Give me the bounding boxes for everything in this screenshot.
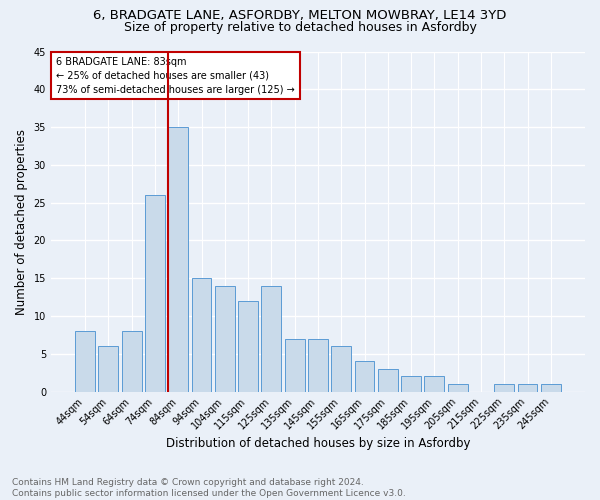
Bar (145, 195, 165, 392)
X-axis label: Distribution of detached houses by size in Asfordby: Distribution of detached houses by size … (166, 437, 470, 450)
Bar (98, 346, 118, 392)
Text: Size of property relative to detached houses in Asfordby: Size of property relative to detached ho… (124, 21, 476, 34)
Bar (541, 384, 561, 392)
Bar (169, 127, 188, 392)
Bar (355, 362, 374, 392)
Bar (424, 376, 444, 392)
Bar (448, 384, 467, 392)
Bar (494, 384, 514, 392)
Bar (308, 338, 328, 392)
Bar (331, 346, 351, 392)
Bar (378, 369, 398, 392)
Bar (215, 286, 235, 392)
Bar (401, 376, 421, 392)
Text: Contains HM Land Registry data © Crown copyright and database right 2024.
Contai: Contains HM Land Registry data © Crown c… (12, 478, 406, 498)
Text: 6 BRADGATE LANE: 83sqm
← 25% of detached houses are smaller (43)
73% of semi-det: 6 BRADGATE LANE: 83sqm ← 25% of detached… (56, 56, 295, 94)
Bar (238, 301, 258, 392)
Bar (191, 278, 211, 392)
Text: 6, BRADGATE LANE, ASFORDBY, MELTON MOWBRAY, LE14 3YD: 6, BRADGATE LANE, ASFORDBY, MELTON MOWBR… (94, 9, 506, 22)
Bar (285, 338, 305, 392)
Bar (262, 286, 281, 392)
Bar (518, 384, 538, 392)
Y-axis label: Number of detached properties: Number of detached properties (15, 128, 28, 314)
Bar (75, 331, 95, 392)
Bar (122, 331, 142, 392)
